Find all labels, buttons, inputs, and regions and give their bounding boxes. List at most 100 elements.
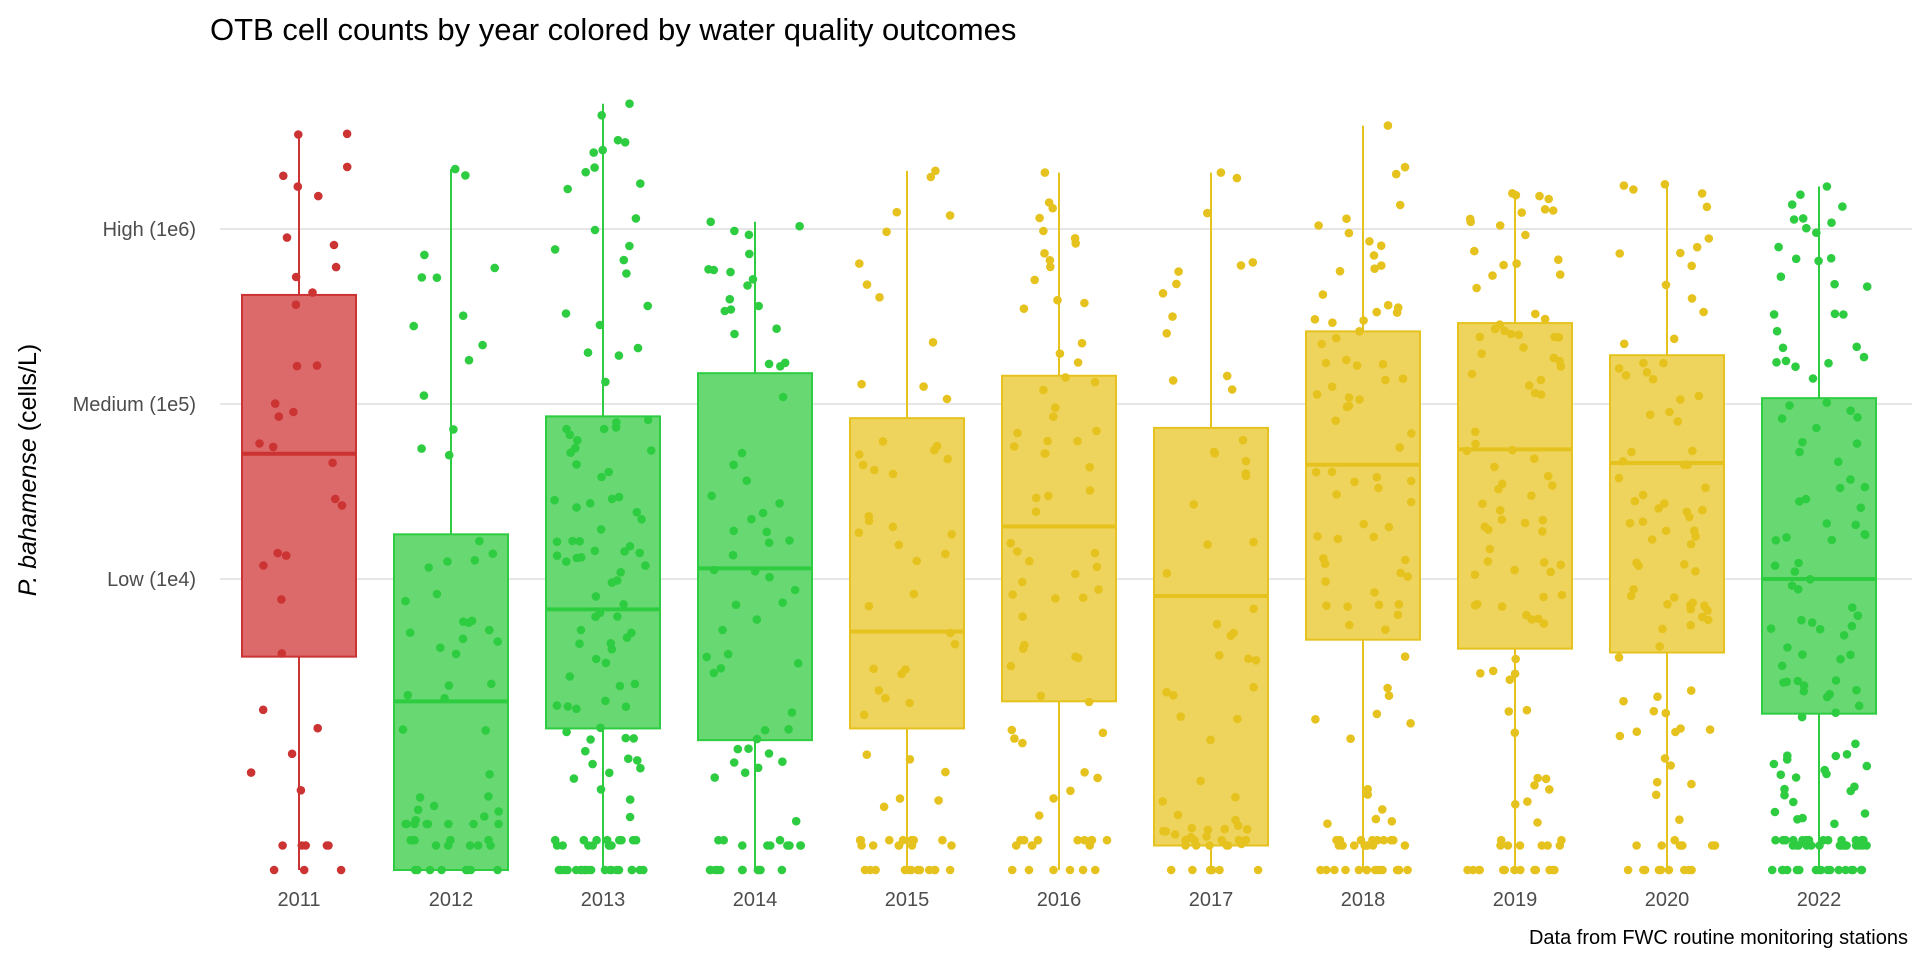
data-point — [596, 723, 605, 733]
data-point — [1189, 500, 1198, 509]
data-point — [1661, 280, 1671, 290]
data-point — [314, 191, 323, 201]
data-point — [585, 499, 595, 508]
data-point — [586, 735, 595, 744]
data-point — [494, 819, 503, 829]
data-point — [1675, 815, 1684, 824]
data-point — [859, 710, 869, 720]
data-point — [778, 392, 788, 402]
data-point — [1798, 813, 1807, 823]
data-point — [1381, 625, 1390, 634]
data-point — [1024, 865, 1034, 875]
data-point — [1174, 267, 1183, 276]
data-point — [1798, 214, 1808, 223]
data-point — [620, 547, 629, 556]
data-point — [1645, 410, 1655, 420]
data-point — [775, 499, 784, 508]
data-point — [1780, 784, 1789, 794]
data-point — [1379, 835, 1389, 845]
data-point — [620, 138, 630, 147]
box-2011 — [241, 129, 357, 875]
data-point — [795, 221, 804, 231]
data-point — [716, 865, 725, 875]
data-point — [575, 639, 584, 648]
box-2020 — [1609, 180, 1725, 875]
data-point — [590, 163, 599, 172]
data-point — [637, 515, 646, 524]
data-point — [1774, 242, 1783, 252]
data-point — [1372, 709, 1382, 719]
data-point — [1524, 381, 1534, 390]
data-point — [1323, 819, 1332, 828]
data-point — [1555, 356, 1564, 366]
data-point — [1049, 865, 1058, 875]
data-point — [573, 436, 582, 445]
data-point — [1036, 691, 1046, 701]
data-point — [947, 530, 956, 539]
points-2018 — [1310, 121, 1416, 875]
data-point — [1362, 865, 1372, 875]
data-point — [1543, 471, 1553, 481]
data-point — [1777, 661, 1787, 671]
data-point — [1203, 208, 1212, 218]
data-point — [1655, 642, 1664, 651]
x-tick-label: 2020 — [1645, 889, 1690, 911]
box-plots — [241, 99, 1877, 875]
data-point — [1842, 750, 1852, 759]
data-point — [614, 351, 624, 360]
data-point — [450, 164, 460, 174]
data-point — [1815, 865, 1824, 875]
data-point — [446, 835, 455, 845]
data-point — [1040, 249, 1049, 258]
data-point — [1355, 395, 1364, 404]
data-point — [1007, 725, 1017, 735]
data-point — [941, 549, 950, 559]
data-point — [752, 615, 762, 624]
data-point — [1383, 121, 1393, 130]
data-point — [469, 819, 478, 829]
data-point — [1554, 255, 1563, 264]
data-point — [1472, 283, 1481, 293]
data-point — [1796, 190, 1805, 199]
data-point — [278, 841, 287, 850]
data-point — [1776, 272, 1786, 282]
y-tick-label: Medium (1e5) — [73, 394, 196, 416]
data-point — [778, 598, 787, 607]
data-point — [436, 643, 445, 652]
data-point — [1360, 841, 1369, 850]
data-point — [945, 211, 955, 220]
data-point — [905, 698, 914, 708]
data-point — [1006, 538, 1015, 548]
data-point — [1495, 506, 1505, 515]
data-point — [1378, 359, 1388, 369]
data-point — [1335, 266, 1345, 276]
data-point — [552, 551, 562, 560]
data-point — [1505, 675, 1515, 684]
data-point — [728, 550, 738, 560]
data-point — [1795, 447, 1804, 457]
data-point — [299, 865, 309, 875]
data-point — [1621, 371, 1631, 380]
data-point — [1013, 547, 1022, 556]
data-point — [1543, 841, 1552, 850]
box-2016 — [1001, 168, 1117, 875]
data-point — [1010, 734, 1019, 743]
data-point — [1365, 237, 1374, 246]
data-point — [754, 301, 763, 311]
data-point — [764, 359, 774, 369]
data-point — [563, 184, 572, 194]
points-2011 — [246, 129, 352, 875]
data-point — [617, 835, 626, 845]
data-point — [470, 556, 480, 565]
data-point — [576, 553, 586, 562]
data-point — [562, 557, 571, 566]
data-point — [1216, 168, 1226, 177]
data-point — [576, 625, 586, 635]
data-point — [1374, 600, 1384, 610]
data-point — [901, 665, 910, 674]
data-point — [862, 750, 872, 759]
data-point — [1511, 190, 1521, 200]
data-point — [730, 329, 739, 339]
data-point — [635, 865, 645, 875]
data-point — [281, 551, 291, 560]
